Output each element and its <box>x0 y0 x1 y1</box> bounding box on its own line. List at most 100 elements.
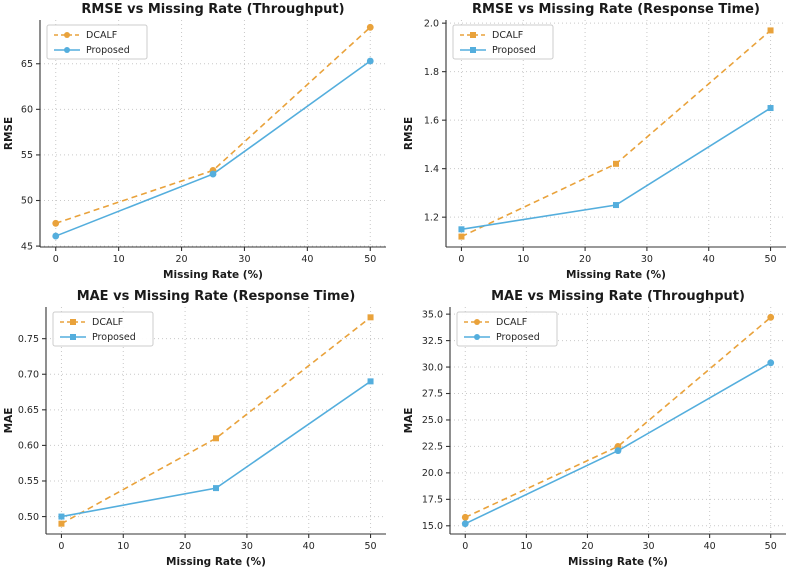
x-tick-label: 30 <box>241 541 253 552</box>
series-line-dcalf <box>61 316 372 525</box>
data-point-dcalf <box>767 313 775 321</box>
data-point-proposed <box>461 520 469 528</box>
series-line-dcalf <box>464 316 772 519</box>
x-tick-label: 40 <box>301 254 313 265</box>
y-tick-label: 60 <box>21 105 33 116</box>
y-tick-label: 0.55 <box>18 476 39 487</box>
x-tick-label: 0 <box>462 541 468 552</box>
y-tick-label: 1.8 <box>424 67 439 78</box>
data-point-dcalf <box>767 27 774 34</box>
x-tick-label: 50 <box>764 254 776 265</box>
chart-title: RMSE vs Missing Rate (Throughput) <box>81 2 344 17</box>
mae-response-time-plot: 0 10 20 30 40 50 0.50 0.55 0.60 0.65 0.70 0.75 DCALF… <box>3 289 386 568</box>
y-tick-label: 20.0 <box>422 468 443 479</box>
data-point-proposed <box>767 359 775 367</box>
x-tick-label: 0 <box>53 254 59 265</box>
y-tick-label: 15.0 <box>422 521 443 532</box>
y-tick-label: 0.70 <box>18 369 39 380</box>
y-tick-label: 50 <box>21 196 33 207</box>
legend-marker <box>470 32 476 38</box>
y-tick-label: 1.4 <box>424 164 439 175</box>
data-point-proposed <box>614 447 622 455</box>
legend-label: Proposed <box>492 45 536 56</box>
legend-label: DCALF <box>92 317 123 328</box>
legend-marker <box>70 334 76 340</box>
data-point-proposed <box>458 226 465 233</box>
x-tick-label: 40 <box>303 541 315 552</box>
legend-marker <box>64 32 70 38</box>
data-point-dcalf <box>367 314 374 321</box>
data-point-proposed <box>52 232 60 240</box>
x-tick-label: 30 <box>641 254 653 265</box>
x-tick-label: 40 <box>703 254 715 265</box>
y-tick-label: 45 <box>21 241 33 252</box>
y-tick-label: 0.60 <box>18 441 39 452</box>
y-axis-label: MAE <box>403 408 415 434</box>
x-tick-label: 20 <box>581 541 593 552</box>
y-tick-label: 25.0 <box>422 415 443 426</box>
x-tick-label: 20 <box>175 254 187 265</box>
x-tick-label: 50 <box>765 541 777 552</box>
y-tick-label: 2.0 <box>424 18 439 29</box>
x-axis-label: Missing Rate (%) <box>163 269 263 281</box>
legend-label: DCALF <box>492 30 523 41</box>
data-point-proposed <box>209 170 217 178</box>
data-point-dcalf <box>461 513 469 521</box>
x-tick-label: 10 <box>517 254 529 265</box>
data-point-dcalf <box>613 160 619 167</box>
x-tick-label: 10 <box>520 541 532 552</box>
x-tick-label: 10 <box>113 254 125 265</box>
x-tick-label: 20 <box>579 254 591 265</box>
x-tick-label: 50 <box>364 541 376 552</box>
x-axis-label: Missing Rate (%) <box>568 556 668 568</box>
mae-throughput-plot: 0 10 20 30 40 50 15.0 17.5 20.0 22.5 25.0 27.5 30.0 3… <box>403 289 786 568</box>
y-tick-label: 22.5 <box>422 442 443 453</box>
y-tick-label: 0.75 <box>18 334 39 345</box>
y-tick-label: 35.0 <box>422 309 443 320</box>
chart-title: MAE vs Missing Rate (Response Time) <box>77 289 356 304</box>
legend-marker <box>474 334 480 340</box>
x-tick-label: 30 <box>238 254 250 265</box>
data-point-proposed <box>366 57 374 65</box>
data-point-proposed <box>367 378 374 385</box>
series-line-proposed <box>61 380 372 518</box>
data-point-proposed <box>613 202 619 209</box>
data-point-dcalf <box>213 435 219 442</box>
data-point-dcalf <box>366 23 374 31</box>
rmse-response-time-plot: 0 10 20 30 40 501.21.41.61.82.0DCALFProposed … <box>403 2 786 281</box>
series-line-proposed <box>55 60 371 237</box>
series-line-proposed <box>461 107 771 231</box>
chart-title: MAE vs Missing Rate (Throughput) <box>491 289 745 304</box>
y-tick-label: 30.0 <box>422 362 443 373</box>
data-point-dcalf <box>52 219 60 227</box>
y-tick-label: 55 <box>21 150 33 161</box>
legend-label: DCALF <box>496 317 527 328</box>
x-axis-label: Missing Rate (%) <box>566 269 666 281</box>
x-tick-label: 10 <box>117 541 129 552</box>
y-tick-label: 1.6 <box>424 115 439 126</box>
x-tick-label: 40 <box>704 541 716 552</box>
chart-rmse-throughput: 0 10 20 30 40 50 45 50 55 60 65 DCALF Proposed RMSE … <box>0 0 400 287</box>
x-tick-label: 0 <box>458 254 464 265</box>
data-point-proposed <box>767 105 774 112</box>
y-axis-label: RMSE <box>403 117 415 150</box>
y-tick-label: 17.5 <box>422 495 443 506</box>
x-axis-label: Missing Rate (%) <box>166 556 266 568</box>
legend-marker <box>64 47 70 53</box>
data-point-dcalf <box>58 520 65 527</box>
chart-mae-response-time: 0 10 20 30 40 50 0.50 0.55 0.60 0.65 0.70 0.75 DCALF… <box>0 287 400 574</box>
legend-label: DCALF <box>86 30 117 41</box>
x-tick-label: 50 <box>364 254 376 265</box>
y-tick-label: 32.5 <box>422 336 443 347</box>
data-point-proposed <box>58 513 65 520</box>
legend-label: Proposed <box>92 332 136 343</box>
y-tick-label: 1.2 <box>424 212 439 223</box>
y-axis-label: RMSE <box>3 117 15 150</box>
rmse-throughput-plot: 0 10 20 30 40 50 45 50 55 60 65 DCALF Proposed RMSE … <box>3 2 386 281</box>
data-point-proposed <box>213 485 219 492</box>
x-tick-label: 20 <box>179 541 191 552</box>
y-tick-label: 27.5 <box>422 389 443 400</box>
legend-label: Proposed <box>496 332 540 343</box>
y-axis-label: MAE <box>3 408 15 434</box>
